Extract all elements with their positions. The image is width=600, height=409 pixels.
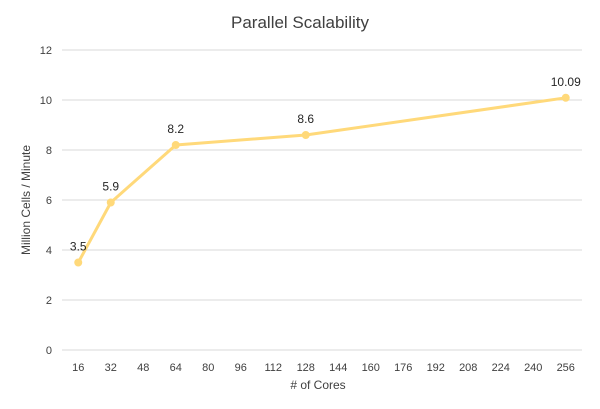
x-tick-label: 32: [105, 362, 117, 374]
y-tick-label: 10: [40, 95, 52, 107]
x-tick-label: 240: [524, 362, 542, 374]
y-tick-label: 8: [46, 145, 52, 157]
y-axis-ticks: 0 2 4 6 8 10 12: [40, 45, 52, 357]
x-tick-label: 176: [394, 362, 412, 374]
x-tick-label: 112: [264, 362, 282, 374]
x-tick-label: 96: [235, 362, 247, 374]
x-tick-label: 144: [329, 362, 347, 374]
y-tick-label: 12: [40, 45, 52, 57]
chart-title: Parallel Scalability: [231, 13, 369, 32]
y-tick-label: 4: [46, 245, 52, 257]
series-line: [76, 96, 568, 264]
y-tick-label: 6: [46, 195, 52, 207]
x-tick-label: 160: [362, 362, 380, 374]
x-tick-label: 128: [297, 362, 315, 374]
x-tick-label: 48: [137, 362, 149, 374]
y-tick-label: 0: [46, 345, 52, 357]
x-tick-label: 256: [557, 362, 575, 374]
data-label: 3.5: [70, 240, 87, 254]
data-label: 8.2: [167, 122, 184, 136]
x-tick-label: 16: [72, 362, 84, 374]
y-axis-label: Million Cells / Minute: [19, 145, 33, 255]
data-label: 5.9: [102, 180, 119, 194]
x-tick-label: 208: [459, 362, 477, 374]
x-tick-label: 224: [492, 362, 510, 374]
data-point: [106, 198, 115, 207]
data-point: [171, 141, 180, 149]
data-label: 8.6: [297, 112, 314, 126]
x-tick-label: 64: [170, 362, 182, 374]
series-group: 3.5 5.9 8.2 8.6 10.09: [70, 75, 581, 267]
x-tick-label: 80: [202, 362, 214, 374]
data-label: 10.09: [551, 75, 581, 89]
x-tick-label: 192: [427, 362, 445, 374]
x-axis-label: # of Cores: [290, 378, 345, 392]
y-tick-label: 2: [46, 295, 52, 307]
data-point: [301, 131, 310, 139]
x-axis-ticks: 16 32 48 64 80 96 112 128 144 160 176 192 208 224 240 2…: [72, 362, 575, 374]
data-point: [74, 258, 83, 267]
data-point: [561, 93, 570, 102]
grid-lines: [62, 49, 582, 351]
